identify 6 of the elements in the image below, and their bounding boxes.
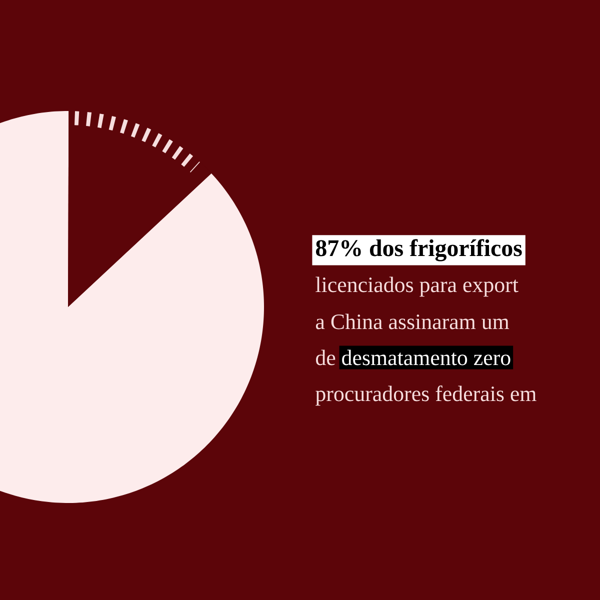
text: desmatamento zero [342,350,510,366]
text: 87% dos frigoríficos [316,239,522,262]
text: procuradores federais em [316,386,536,406]
text: a China assinaram um [316,314,510,330]
text: de [316,350,336,366]
text: licenciados para export [316,276,518,297]
